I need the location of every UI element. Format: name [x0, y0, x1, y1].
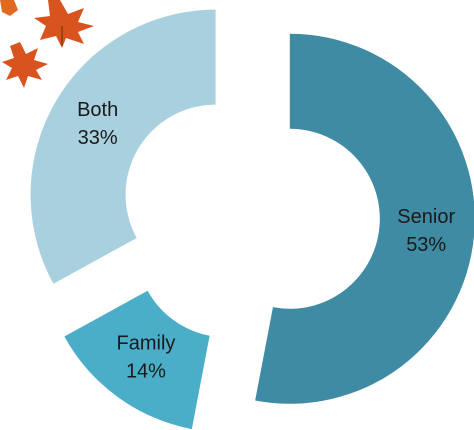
chart: Senior 53% Family 14% Both 33% — [0, 0, 474, 430]
slice-category-label: Both — [77, 99, 118, 121]
slice-value-label: 33% — [78, 127, 118, 149]
slice-value-label: 14% — [126, 360, 166, 382]
slice-category-label: Senior — [397, 206, 455, 228]
leaf — [2, 42, 48, 88]
page: Senior53%Family14%Both33% (() => { const… — [0, 0, 474, 430]
leaf — [0, 0, 18, 16]
slice-value-label: 53% — [406, 234, 446, 256]
slice — [31, 10, 216, 284]
leaf — [34, 0, 94, 48]
slice-category-label: Family — [117, 332, 176, 354]
